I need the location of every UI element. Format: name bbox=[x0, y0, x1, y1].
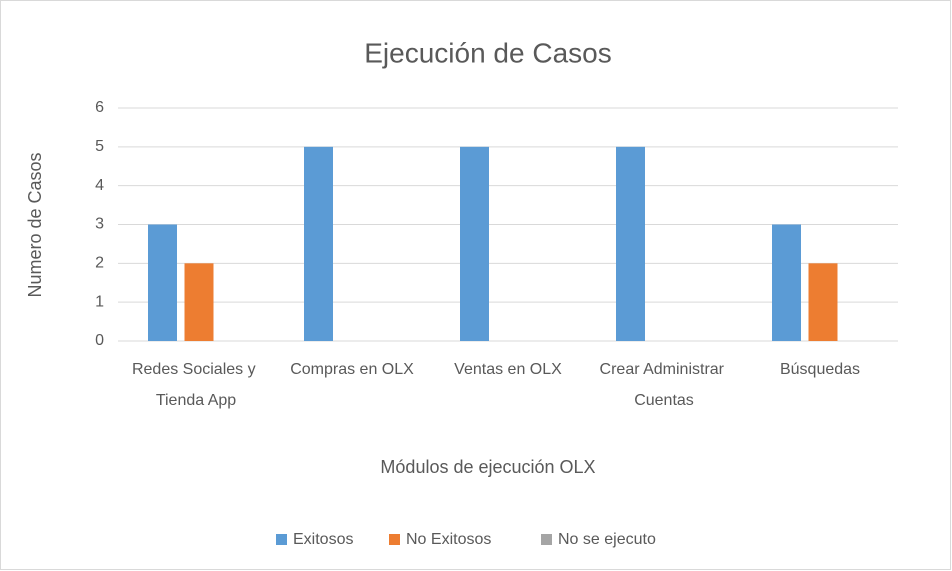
x-axis-title: Módulos de ejecución OLX bbox=[380, 457, 595, 477]
legend-label: No Exitosos bbox=[406, 531, 491, 548]
bar bbox=[808, 263, 838, 341]
y-tick-label: 5 bbox=[95, 138, 104, 155]
y-tick-label: 4 bbox=[95, 177, 104, 194]
chart-title: Ejecución de Casos bbox=[364, 37, 611, 68]
y-axis-title: Numero de Casos bbox=[25, 152, 45, 297]
x-tick-label: Compras en OLX bbox=[290, 361, 414, 378]
bar bbox=[148, 224, 177, 341]
y-tick-label: 2 bbox=[95, 255, 104, 272]
legend-swatch bbox=[276, 534, 287, 545]
bar bbox=[772, 224, 801, 341]
legend-label: Exitosos bbox=[293, 531, 353, 548]
y-tick-label: 6 bbox=[95, 99, 104, 116]
legend-swatch bbox=[541, 534, 552, 545]
bar bbox=[184, 263, 214, 341]
y-tick-label: 1 bbox=[95, 293, 104, 310]
x-tick-label: Crear Administrar Cuentas bbox=[600, 361, 729, 409]
bar bbox=[616, 146, 645, 341]
legend-swatch bbox=[389, 534, 400, 545]
y-tick-label: 3 bbox=[95, 216, 104, 233]
bar bbox=[460, 146, 489, 341]
y-tick-label: 0 bbox=[95, 332, 104, 349]
bar bbox=[304, 146, 333, 341]
legend-label: No se ejecuto bbox=[558, 531, 656, 548]
x-tick-label: Búsquedas bbox=[780, 361, 860, 378]
x-tick-label: Redes Sociales y Tienda App bbox=[132, 361, 260, 409]
x-tick-label: Ventas en OLX bbox=[454, 361, 562, 378]
